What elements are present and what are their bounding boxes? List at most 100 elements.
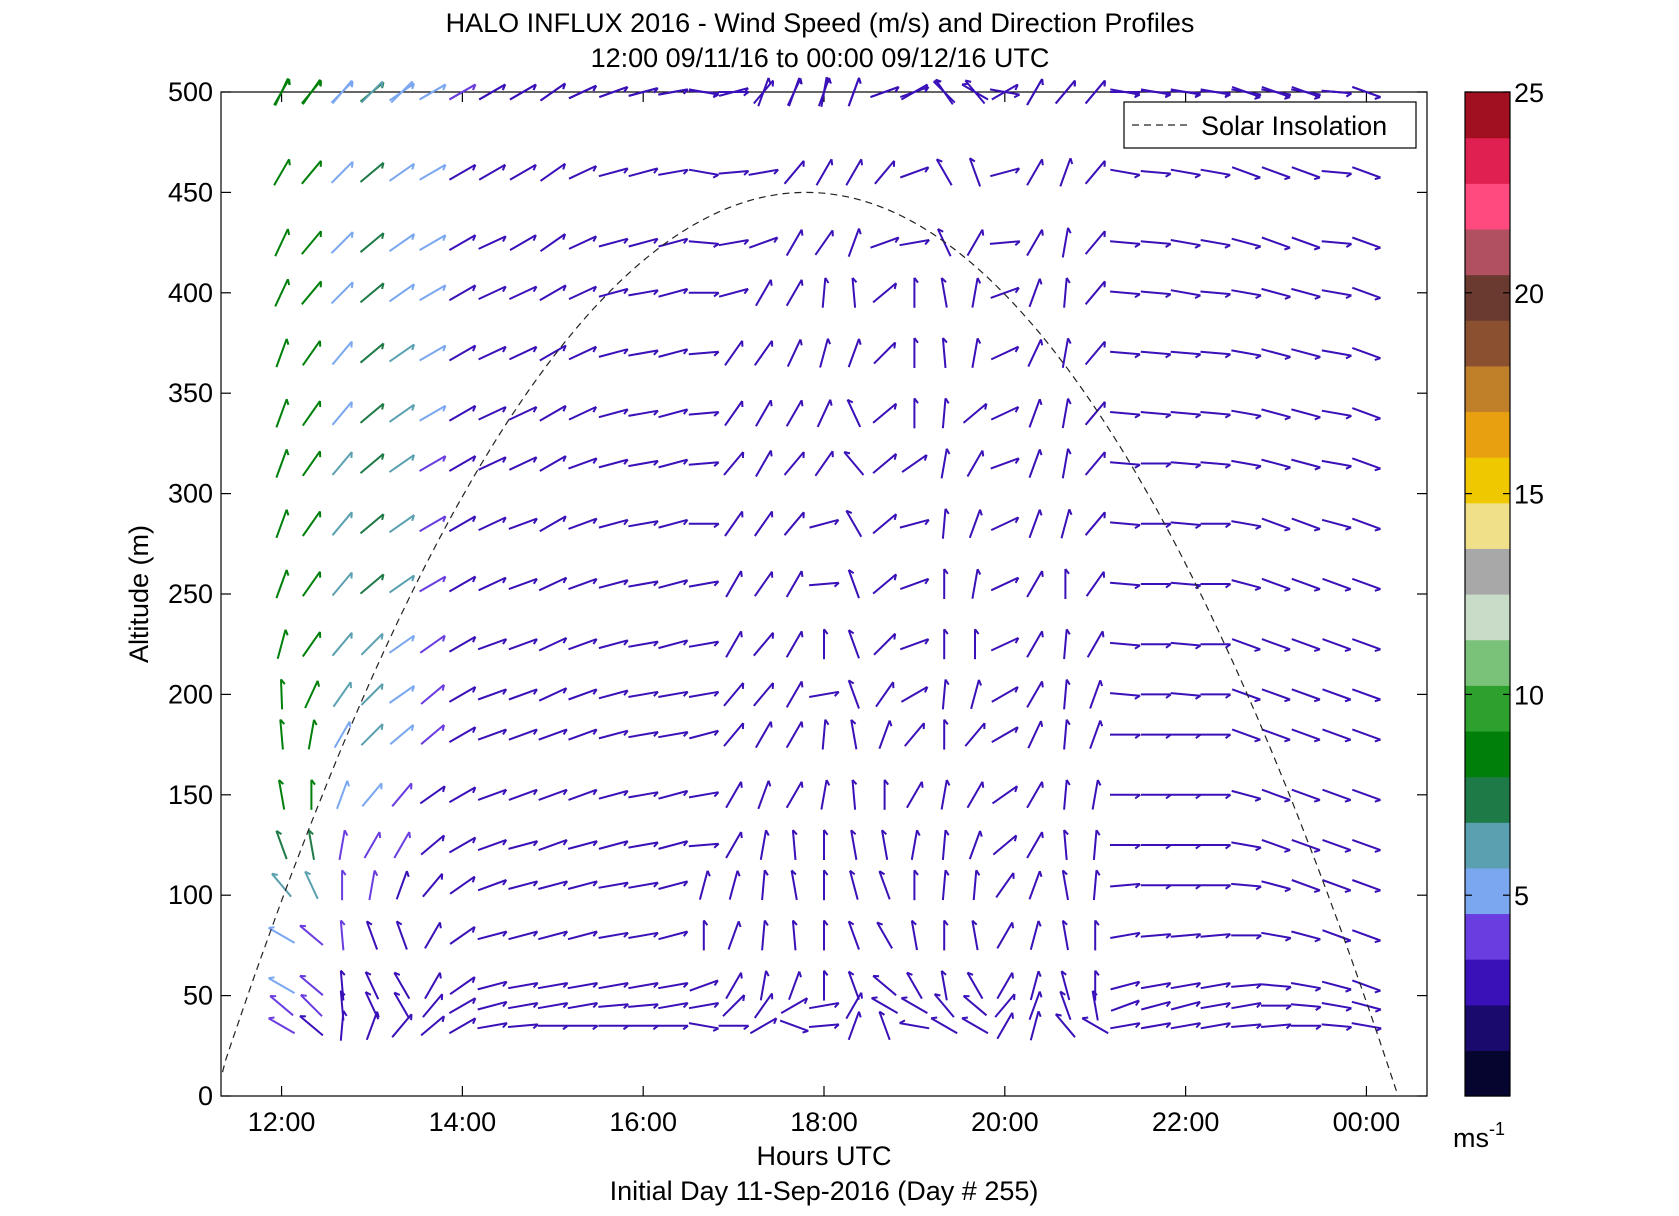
wind-barb-tick bbox=[653, 87, 659, 94]
wind-barb-shaft bbox=[755, 450, 772, 477]
wind-barb-tick bbox=[1134, 694, 1141, 700]
wind-barb-shaft bbox=[1084, 511, 1106, 536]
wind-barb-tick bbox=[858, 228, 862, 235]
wind-barb-shaft bbox=[1231, 166, 1261, 179]
wind-barb-shaft bbox=[1351, 638, 1381, 651]
wind-barb-tick bbox=[592, 457, 598, 464]
wind-barb-tick bbox=[971, 919, 978, 926]
wind-barb-shaft bbox=[628, 520, 659, 528]
wind-barb-shaft bbox=[365, 1011, 379, 1041]
wind-barb bbox=[785, 721, 804, 749]
wind-barb-shaft bbox=[872, 282, 897, 304]
wind-barb-shaft bbox=[966, 450, 984, 477]
wind-barb bbox=[420, 834, 445, 856]
wind-barb bbox=[846, 398, 862, 428]
wind-barb-shaft bbox=[448, 997, 476, 1014]
wind-barb-shaft bbox=[509, 83, 537, 101]
wind-barb bbox=[816, 399, 833, 428]
wind-barb-shaft bbox=[1291, 577, 1321, 591]
wind-barb bbox=[962, 402, 988, 424]
wind-barb-tick bbox=[1135, 999, 1140, 1007]
wind-barb-shaft bbox=[331, 401, 353, 426]
wind-barb bbox=[943, 568, 949, 599]
wind-barb-shaft bbox=[689, 729, 719, 740]
wind-barb bbox=[1060, 508, 1073, 539]
wind-barb-tick bbox=[924, 166, 930, 173]
wind-barb-shaft bbox=[299, 1015, 324, 1037]
wind-barb-tick bbox=[683, 458, 689, 465]
wind-barb bbox=[724, 340, 744, 366]
wind-barb-tick bbox=[502, 1001, 508, 1008]
wind-barb-tick bbox=[1067, 227, 1072, 234]
wind-barb bbox=[1231, 789, 1262, 802]
colorbar-unit-label: ms-1 bbox=[1453, 1119, 1505, 1153]
wind-barb-tick bbox=[562, 405, 567, 412]
wind-barb-shaft bbox=[1321, 1002, 1352, 1010]
wind-barb-tick bbox=[712, 174, 719, 179]
wind-barb bbox=[658, 579, 689, 589]
wind-barb bbox=[1351, 638, 1381, 653]
wind-barb-tick bbox=[906, 971, 913, 976]
wind-barb-shaft bbox=[419, 83, 447, 101]
wind-barb bbox=[688, 350, 720, 357]
wind-barb bbox=[1200, 693, 1232, 699]
wind-barb-shaft bbox=[846, 399, 862, 428]
wind-barb bbox=[448, 686, 477, 703]
wind-barb bbox=[1351, 979, 1381, 994]
wind-barb bbox=[539, 515, 567, 533]
wind-barb bbox=[538, 788, 568, 801]
wind-barb bbox=[1026, 158, 1044, 186]
wind-barb-tick bbox=[501, 164, 507, 171]
wind-barb bbox=[331, 571, 353, 597]
wind-barb-shaft bbox=[990, 405, 1019, 421]
wind-barb-tick bbox=[1095, 829, 1101, 836]
wind-barb bbox=[538, 838, 568, 852]
wind-barb-tick bbox=[340, 969, 346, 976]
wind-barb-shaft bbox=[791, 830, 797, 860]
wind-barb bbox=[1200, 168, 1231, 179]
colorbar-band bbox=[1465, 502, 1510, 549]
wind-barb-shaft bbox=[1231, 409, 1262, 417]
colorbar-tick-label: 5 bbox=[1514, 881, 1529, 911]
wind-barb bbox=[268, 926, 296, 944]
wind-barb bbox=[477, 788, 508, 801]
wind-barb-shaft bbox=[300, 994, 323, 1017]
wind-barb-tick bbox=[380, 683, 384, 690]
wind-barb bbox=[274, 228, 291, 257]
wind-barb-tick bbox=[682, 169, 689, 175]
wind-barb-shaft bbox=[598, 458, 629, 469]
wind-barb-tick bbox=[1060, 970, 1067, 976]
wind-barb bbox=[723, 722, 745, 747]
wind-barb-shaft bbox=[966, 781, 984, 809]
wind-barb bbox=[847, 1011, 862, 1041]
wind-barb-shaft bbox=[847, 338, 860, 368]
wind-barb bbox=[1291, 236, 1321, 251]
wind-barb-shaft bbox=[1351, 728, 1381, 741]
wind-barb bbox=[598, 167, 629, 178]
wind-barb-tick bbox=[1134, 1022, 1141, 1029]
wind-barb-tick bbox=[1013, 93, 1021, 99]
wind-barb-tick bbox=[592, 840, 598, 847]
wind-barb-shaft bbox=[992, 834, 1017, 856]
wind-barb-tick bbox=[1096, 779, 1102, 786]
wind-barb bbox=[1026, 781, 1044, 809]
wind-barb bbox=[1063, 628, 1071, 660]
wind-barb bbox=[359, 282, 385, 304]
wind-barb-shaft bbox=[1200, 1002, 1231, 1010]
wind-barb-tick bbox=[1195, 1022, 1202, 1029]
wind-barb-shaft bbox=[873, 341, 896, 365]
wind-barb-shaft bbox=[725, 972, 742, 1000]
wind-barb bbox=[1110, 461, 1141, 469]
wind-barb bbox=[598, 348, 629, 358]
wind-barb-tick bbox=[800, 631, 804, 638]
wind-barb bbox=[537, 1024, 569, 1031]
wind-barb bbox=[748, 236, 779, 249]
wind-barb-shaft bbox=[1110, 641, 1141, 647]
wind-barb-tick bbox=[1224, 353, 1231, 359]
wind-barb bbox=[753, 571, 774, 597]
wind-barb-shaft bbox=[1110, 931, 1140, 939]
wind-barb bbox=[759, 970, 770, 1001]
wind-barb-shaft bbox=[539, 233, 566, 253]
wind-barb-tick bbox=[286, 279, 291, 286]
